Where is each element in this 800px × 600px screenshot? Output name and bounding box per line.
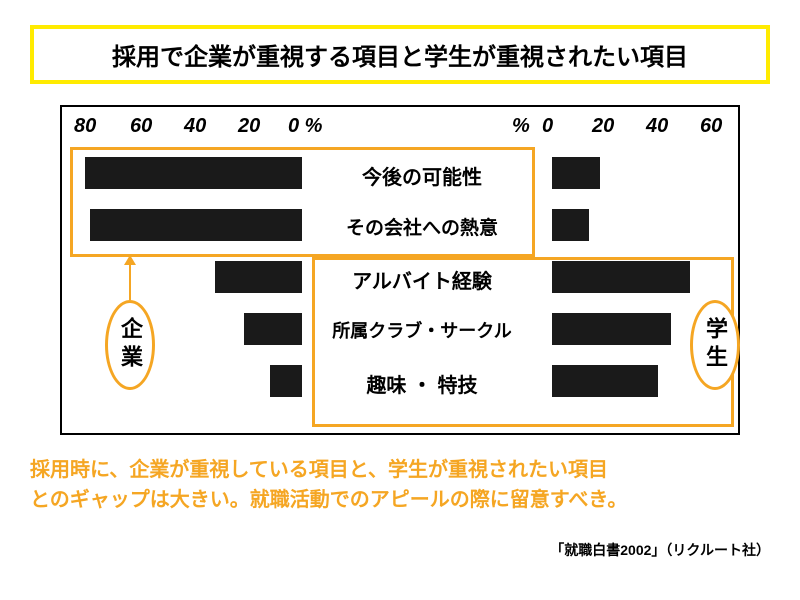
right-tick-0: 0 xyxy=(542,115,553,138)
left-tick-0: 0 % xyxy=(288,115,322,138)
bar-right xyxy=(552,209,589,241)
arrow-head-left xyxy=(124,255,136,265)
left-tick-20: 20 xyxy=(238,115,260,138)
left-tick-40: 40 xyxy=(184,115,206,138)
arrow-line-left xyxy=(129,263,131,300)
source-text: 「就職白書2002」（リクルート社） xyxy=(550,542,770,558)
highlight-top xyxy=(70,147,535,257)
bar-left xyxy=(215,261,302,293)
right-tick-60: 60 xyxy=(700,115,722,138)
lozenge-student-text: 学生 xyxy=(699,317,731,373)
left-tick-60: 60 xyxy=(130,115,152,138)
lozenge-student: 学生 xyxy=(690,300,740,390)
left-tick-80: 80 xyxy=(74,115,96,138)
bar-left xyxy=(270,365,302,397)
lozenge-company-text: 企業 xyxy=(114,317,146,373)
bar-right xyxy=(552,157,600,189)
bar-left xyxy=(244,313,302,345)
right-tick-40: 40 xyxy=(646,115,668,138)
page-title: 採用で企業が重視する項目と学生が重視されたい項目 xyxy=(30,25,770,84)
highlight-bottom xyxy=(312,257,734,427)
page-title-text: 採用で企業が重視する項目と学生が重視されたい項目 xyxy=(112,44,688,71)
chart-container: 80 60 40 20 0 % % 0 20 40 60 今後の可能性その会社へ… xyxy=(60,105,740,435)
right-tick-20: 20 xyxy=(592,115,614,138)
right-unit: % xyxy=(512,115,530,138)
caption-line2: とのギャップは大きい。就職活動でのアピールの際に留意すべき。 xyxy=(30,485,770,515)
caption-line1: 採用時に、企業が重視している項目と、学生が重視されたい項目 xyxy=(30,455,770,485)
caption: 採用時に、企業が重視している項目と、学生が重視されたい項目 とのギャップは大きい… xyxy=(30,455,770,515)
source-citation: 「就職白書2002」（リクルート社） xyxy=(550,540,770,560)
lozenge-company: 企業 xyxy=(105,300,155,390)
